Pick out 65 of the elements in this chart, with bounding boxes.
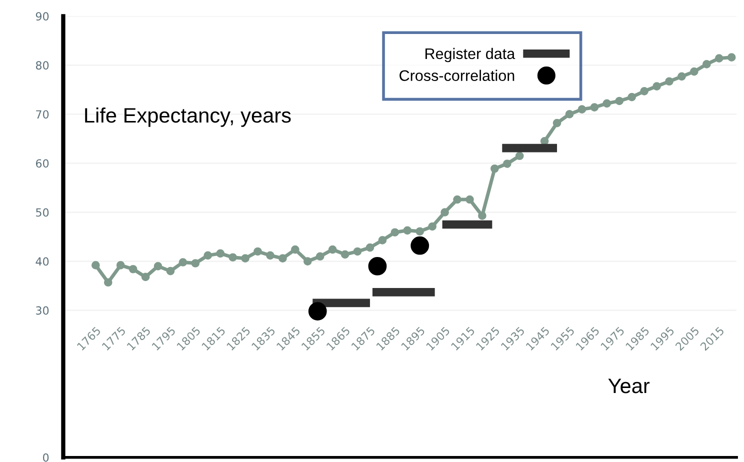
point (702, 60, 711, 68)
point (266, 251, 274, 260)
point (478, 212, 486, 220)
point (590, 103, 599, 112)
point (552, 118, 562, 128)
point (665, 77, 674, 86)
y-tick-label: 60 (36, 159, 49, 168)
point (241, 254, 250, 263)
point (416, 227, 424, 236)
point (128, 264, 138, 274)
point (428, 222, 436, 231)
point (116, 261, 125, 270)
legend-label: Register data (425, 48, 516, 62)
point (91, 261, 100, 270)
point (490, 164, 499, 173)
point (628, 92, 636, 102)
point (378, 236, 387, 244)
point (565, 110, 574, 118)
point (602, 99, 612, 108)
point (390, 228, 400, 237)
point (578, 105, 586, 114)
point (453, 195, 462, 204)
point (141, 272, 150, 282)
point (353, 247, 362, 256)
point (178, 258, 188, 266)
point (440, 208, 449, 216)
point (303, 257, 312, 266)
point (104, 278, 112, 287)
point (216, 249, 225, 258)
point (204, 251, 212, 260)
point (254, 247, 262, 256)
y-tick-label: 30 (36, 306, 49, 315)
point (615, 96, 624, 106)
point (191, 259, 200, 268)
point (368, 256, 387, 276)
point (502, 160, 512, 168)
point (290, 245, 300, 254)
y-tick-label: 80 (36, 61, 49, 70)
point (466, 195, 474, 204)
point (690, 67, 698, 76)
point (316, 252, 324, 261)
point (652, 82, 661, 90)
legend-label: Cross-correlation (400, 70, 514, 82)
point (515, 152, 524, 160)
point (727, 53, 736, 62)
point (340, 250, 350, 259)
point (410, 236, 430, 255)
point (366, 243, 374, 252)
text: Life Expectancy, years (85, 107, 291, 127)
y-tick-label: 50 (36, 208, 49, 217)
point (308, 302, 327, 320)
y-tick-label: 40 (36, 257, 49, 266)
point (228, 253, 237, 262)
y-tick-label: 0 (43, 453, 49, 462)
y-tick-label: 70 (36, 110, 49, 119)
point (403, 226, 412, 235)
point (154, 262, 162, 270)
point (278, 254, 287, 263)
point (714, 54, 724, 62)
point (328, 245, 337, 254)
x-axis-title: Year (608, 378, 650, 394)
point (640, 87, 648, 96)
point (166, 266, 175, 276)
y-tick-label: 90 (36, 12, 49, 21)
point (678, 72, 686, 81)
